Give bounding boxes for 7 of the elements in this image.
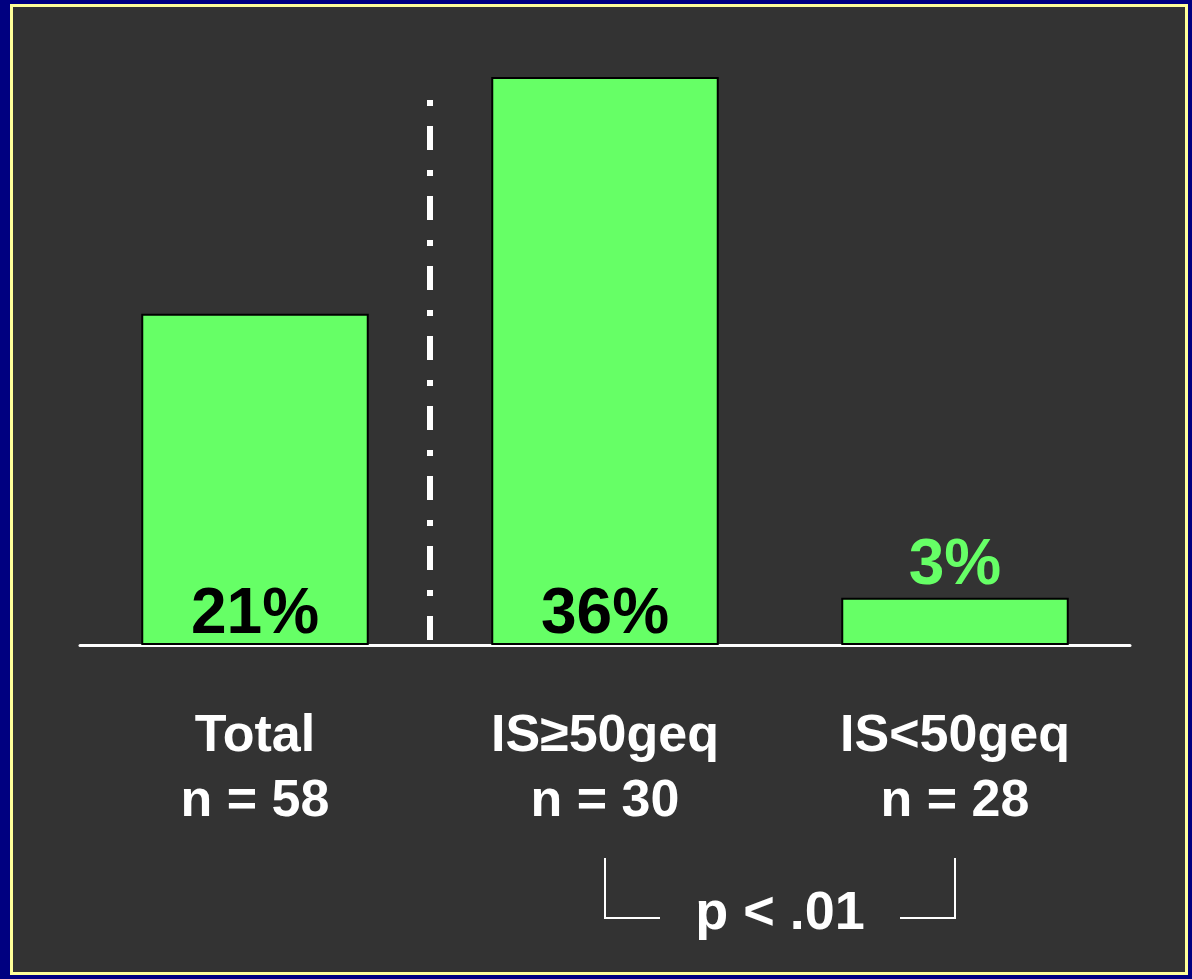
data-label: 3% xyxy=(908,525,1002,598)
x-tick-label: IS≥50geq n = 30 xyxy=(491,703,719,827)
x-tick-label: IS<50geq n = 28 xyxy=(840,703,1070,827)
data-label: 21% xyxy=(190,575,320,647)
x-tick-label: Total n = 58 xyxy=(180,703,330,827)
data-label: 36% xyxy=(540,575,670,647)
text: p < .01 xyxy=(695,880,865,940)
